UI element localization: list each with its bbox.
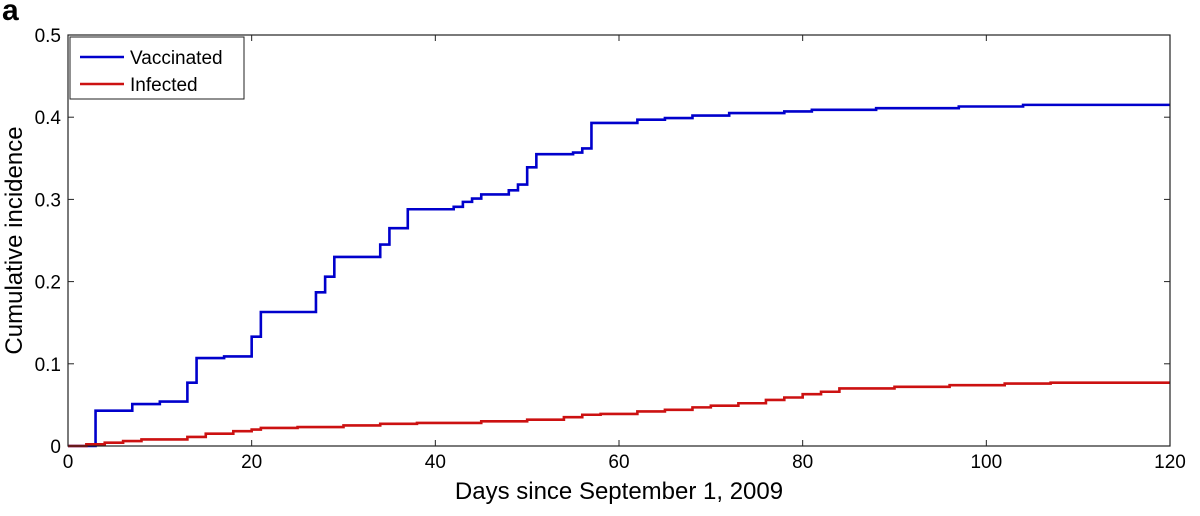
y-axis-label: Cumulative incidence (1, 126, 28, 354)
panel-label: a (2, 0, 19, 27)
y-tick-label: 0.5 (35, 26, 61, 47)
x-tick-label: 20 (241, 452, 262, 473)
x-tick-label: 0 (63, 452, 74, 473)
x-tick-label: 60 (608, 452, 629, 473)
legend: Vaccinated Infected (69, 36, 245, 100)
x-tick-label: 100 (970, 452, 1002, 473)
legend-label-infected: Infected (130, 75, 198, 96)
y-tick-label: 0.1 (35, 355, 61, 376)
series-layer (68, 103, 1170, 448)
series-line-infected (68, 381, 1170, 448)
x-tick-label: 120 (1154, 452, 1186, 473)
y-tick-label: 0.4 (35, 108, 62, 129)
series-line-vaccinated (68, 103, 1170, 448)
legend-box (69, 36, 245, 100)
x-tick-label: 80 (792, 452, 813, 473)
x-axis-label: Days since September 1, 2009 (455, 478, 783, 505)
x-tick-label: 40 (425, 452, 446, 473)
y-tick-label: 0.2 (35, 273, 61, 294)
axis-ticks: 0 20 40 60 80 100 120 0 0.1 0.2 0.3 0.4 0.5 (35, 26, 1186, 473)
y-tick-label: 0.3 (35, 190, 61, 211)
y-tick-label: 0 (50, 437, 61, 458)
legend-label-vaccinated: Vaccinated (130, 48, 223, 69)
